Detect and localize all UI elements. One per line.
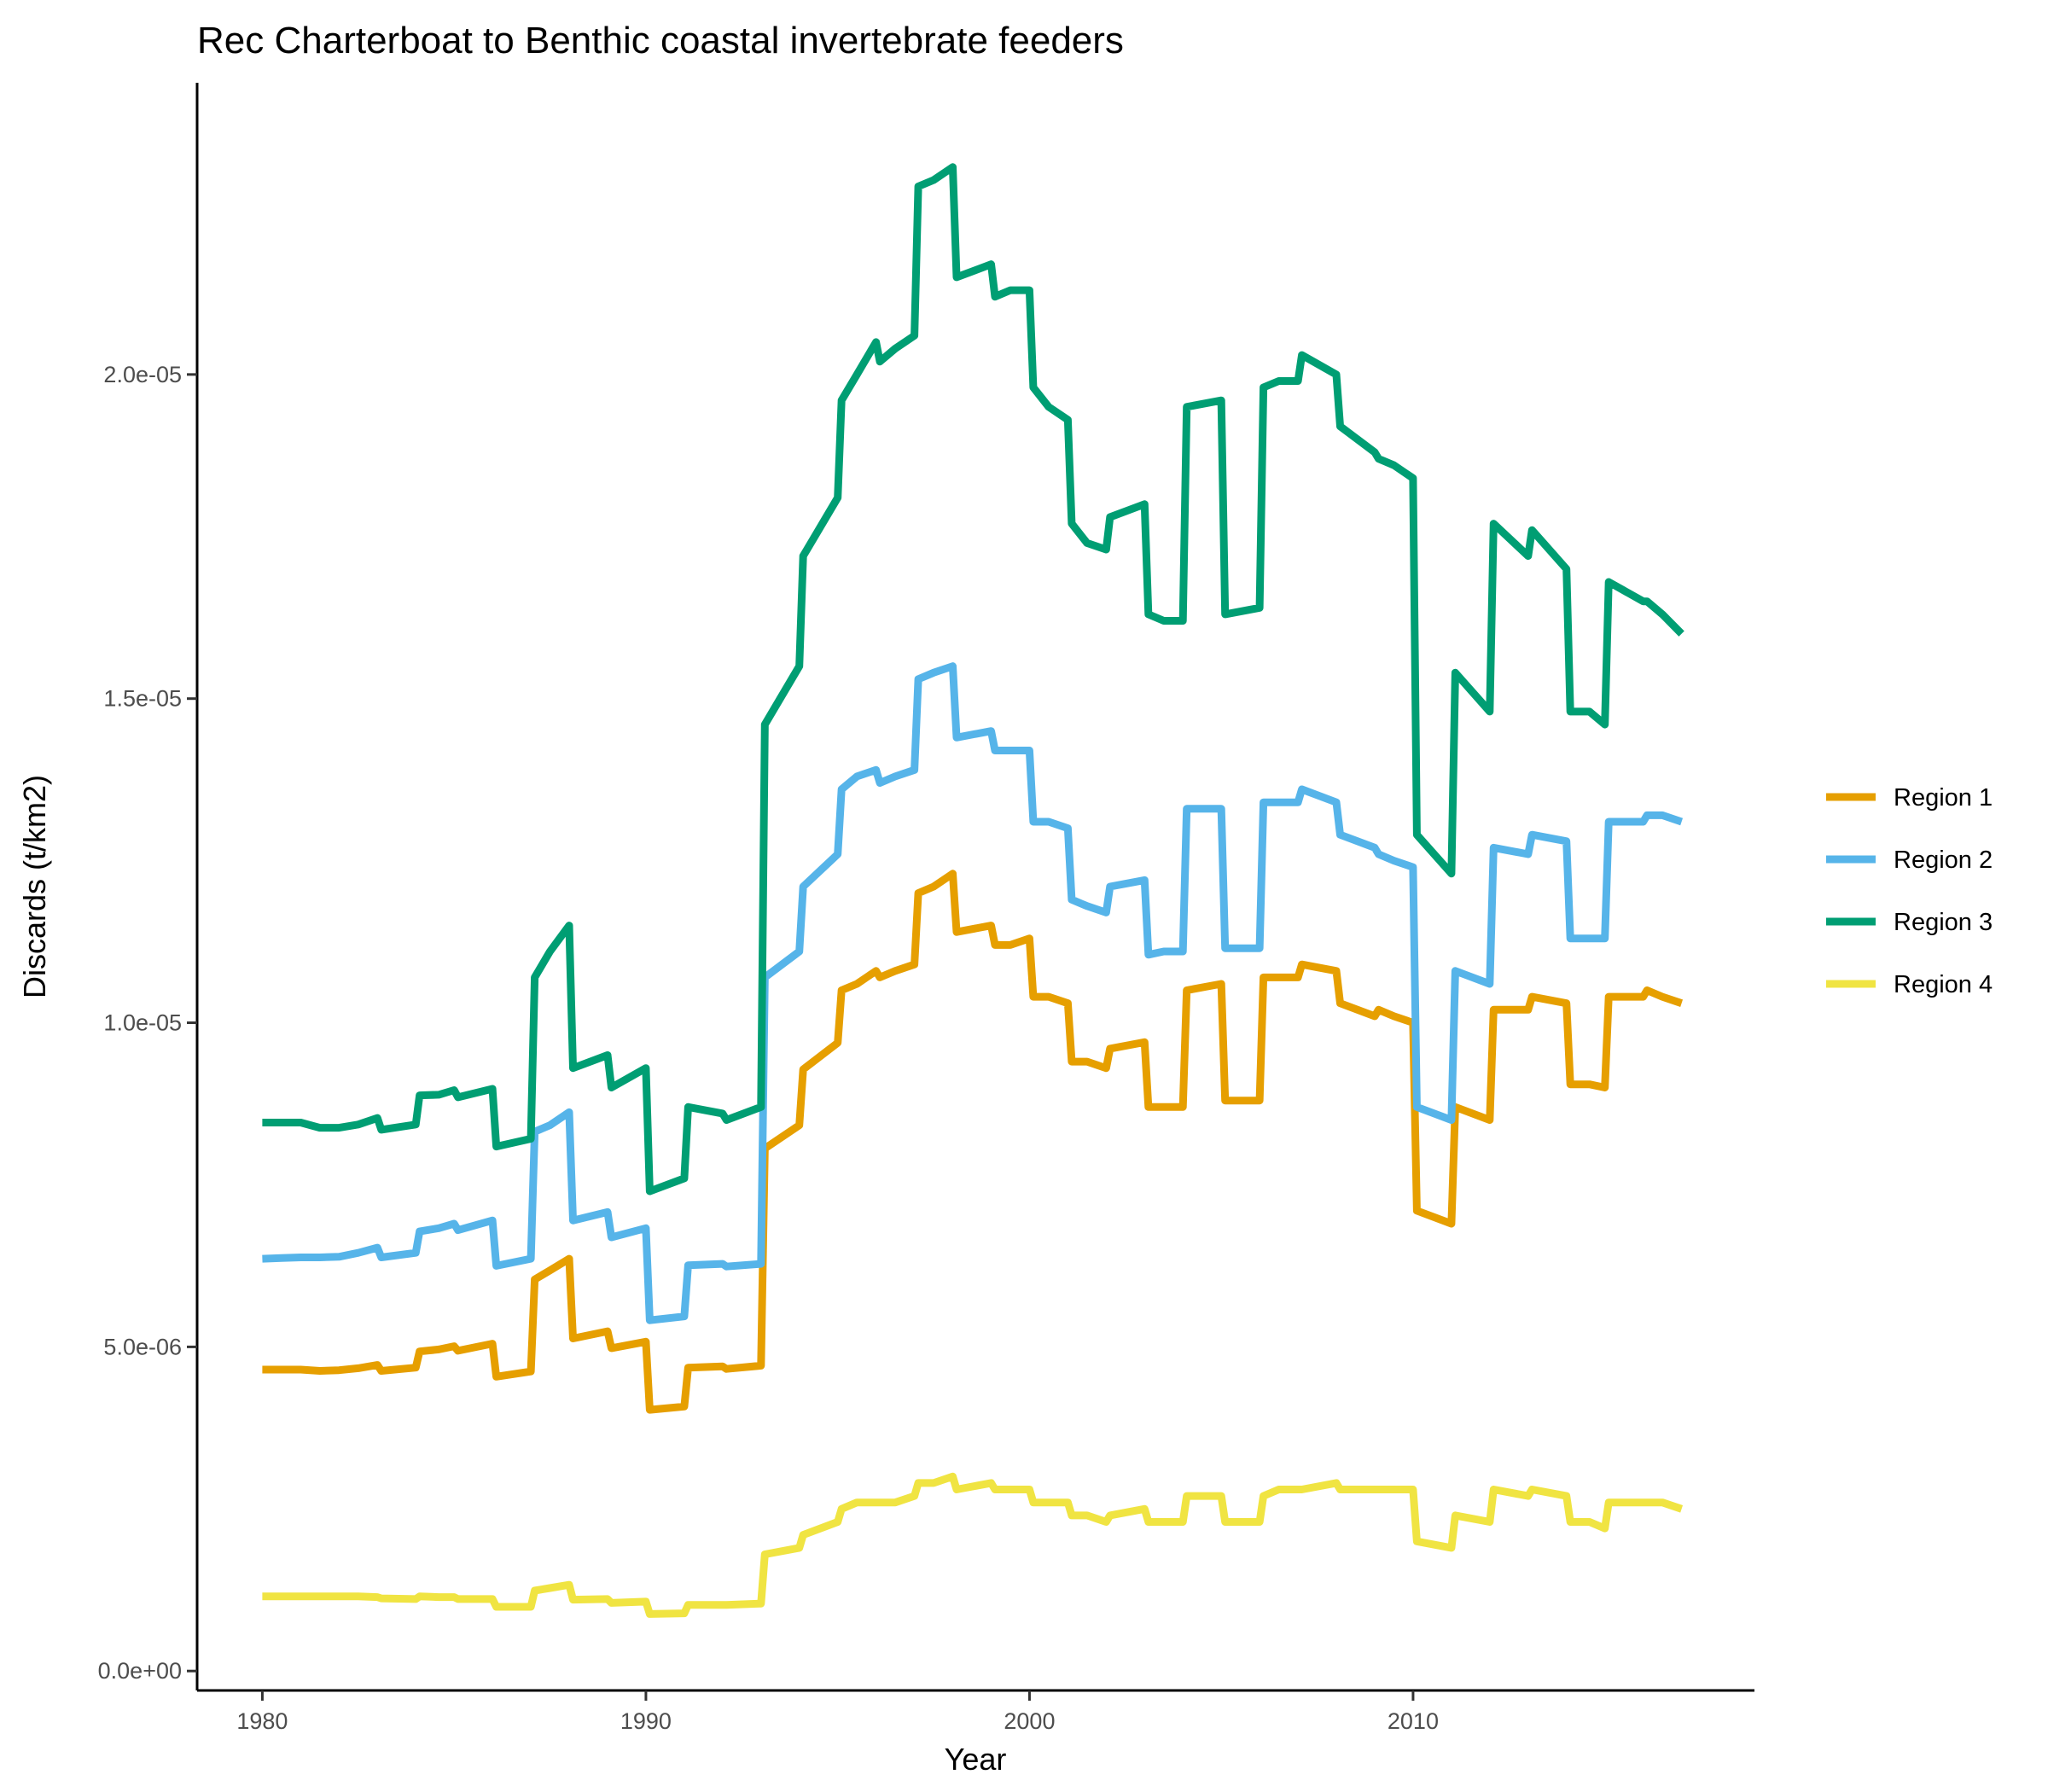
series-line-region-4: [262, 1472, 1684, 1618]
x-tick-label: 2010: [1388, 1708, 1439, 1734]
y-tick-label: 0.0e+00: [98, 1658, 182, 1684]
x-tick-label: 2000: [1004, 1708, 1055, 1734]
y-tick-label: 1.5e-05: [103, 686, 182, 712]
y-tick-label: 5.0e-06: [103, 1334, 182, 1359]
series-line-region-2: [262, 662, 1684, 1324]
legend-label: Region 1: [1894, 784, 1993, 812]
legend-item-region-2: Region 2: [1826, 847, 1993, 874]
legend-label: Region 3: [1894, 909, 1993, 936]
series-line-region-3: [262, 163, 1684, 1196]
x-axis-ticks: 1980 1990 2000 2010: [236, 1690, 1439, 1734]
legend-item-region-4: Region 4: [1826, 971, 1993, 998]
chart-title: Rec Charterboat to Benthic coastal inver…: [197, 20, 1124, 61]
y-axis-ticks: 0.0e+00 5.0e-06 1.0e-05 1.5e-05 2.0e-05: [98, 362, 197, 1684]
legend-item-region-3: Region 3: [1826, 909, 1993, 936]
legend-item-region-1: Region 1: [1826, 784, 1993, 812]
y-tick-label: 1.0e-05: [103, 1010, 182, 1036]
y-axis-title: Discards (t/km2): [17, 775, 52, 998]
series-layer: [262, 163, 1684, 1618]
x-tick-label: 1980: [236, 1708, 288, 1734]
legend: Region 1 Region 2 Region 3 Region 4: [1826, 784, 1993, 998]
y-tick-label: 2.0e-05: [103, 362, 182, 387]
x-axis-title: Year: [945, 1742, 1007, 1777]
legend-label: Region 2: [1894, 847, 1993, 874]
x-tick-label: 1990: [620, 1708, 672, 1734]
series-line-region-1: [262, 870, 1684, 1414]
legend-label: Region 4: [1894, 971, 1993, 998]
